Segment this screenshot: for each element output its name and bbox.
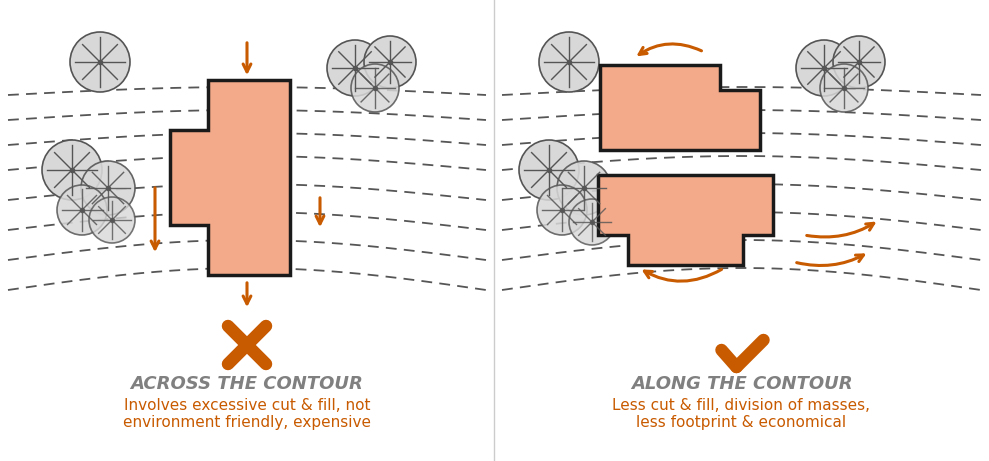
Text: ALONG THE CONTOUR: ALONG THE CONTOUR	[631, 375, 853, 393]
Circle shape	[42, 140, 102, 200]
Circle shape	[351, 64, 399, 112]
Circle shape	[796, 40, 852, 96]
Circle shape	[81, 161, 135, 215]
Text: ACROSS THE CONTOUR: ACROSS THE CONTOUR	[131, 375, 363, 393]
Polygon shape	[600, 65, 760, 150]
Text: Involves excessive cut & fill, not
environment friendly, expensive: Involves excessive cut & fill, not envir…	[123, 398, 371, 431]
Polygon shape	[170, 80, 290, 275]
Circle shape	[89, 197, 135, 243]
Circle shape	[833, 36, 885, 88]
Circle shape	[519, 140, 579, 200]
Circle shape	[820, 64, 868, 112]
Circle shape	[569, 199, 615, 245]
Circle shape	[364, 36, 416, 88]
Circle shape	[537, 185, 587, 235]
Circle shape	[539, 32, 599, 92]
Circle shape	[70, 32, 130, 92]
Circle shape	[57, 185, 107, 235]
Circle shape	[557, 161, 611, 215]
Polygon shape	[598, 175, 773, 265]
Circle shape	[327, 40, 383, 96]
Text: Less cut & fill, division of masses,
less footprint & economical: Less cut & fill, division of masses, les…	[612, 398, 870, 431]
